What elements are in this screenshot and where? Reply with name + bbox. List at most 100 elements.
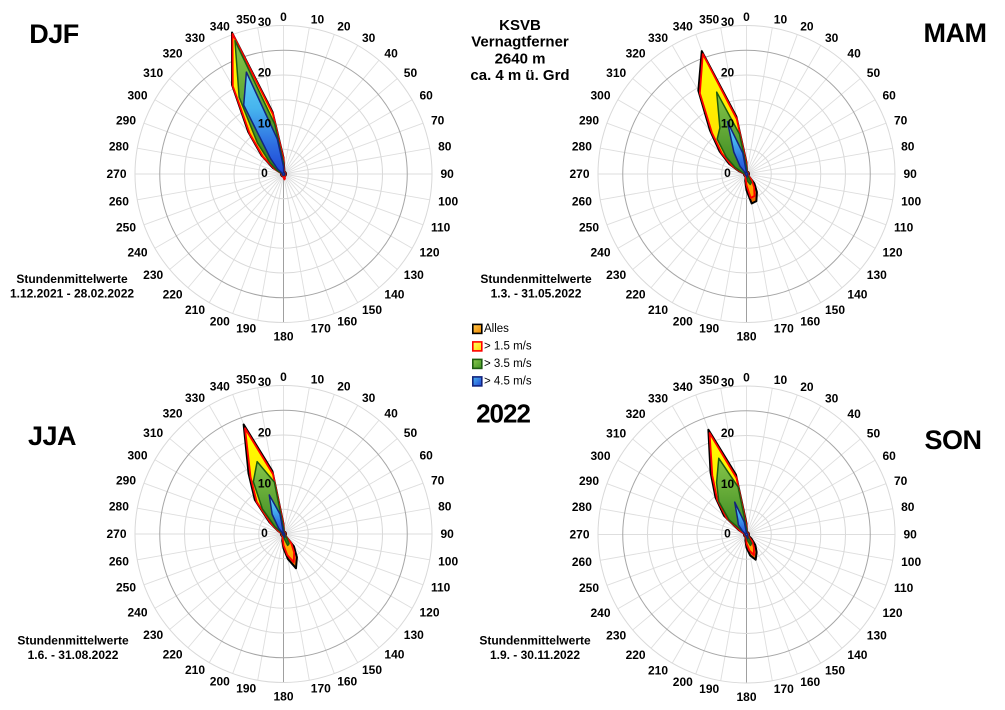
svg-text:20: 20 (258, 426, 272, 440)
svg-text:40: 40 (847, 407, 861, 421)
svg-text:100: 100 (901, 555, 921, 569)
svg-text:40: 40 (847, 47, 861, 61)
svg-text:10: 10 (774, 373, 788, 387)
svg-text:350: 350 (699, 12, 719, 26)
svg-text:140: 140 (847, 648, 867, 662)
svg-text:250: 250 (116, 221, 136, 235)
svg-text:90: 90 (904, 167, 918, 181)
svg-text:230: 230 (606, 268, 626, 282)
svg-text:50: 50 (867, 427, 881, 441)
svg-text:170: 170 (311, 322, 331, 336)
svg-text:120: 120 (883, 606, 903, 620)
svg-text:1.6. - 31.08.2022: 1.6. - 31.08.2022 (28, 648, 119, 662)
svg-text:240: 240 (127, 606, 147, 620)
svg-text:KSVB: KSVB (499, 17, 541, 34)
svg-text:70: 70 (431, 473, 445, 487)
svg-text:0: 0 (280, 370, 287, 384)
svg-text:10: 10 (258, 476, 272, 490)
svg-text:270: 270 (106, 527, 126, 541)
svg-text:210: 210 (185, 663, 205, 677)
svg-text:60: 60 (883, 449, 897, 463)
svg-text:1.3. - 31.05.2022: 1.3. - 31.05.2022 (491, 287, 582, 301)
svg-text:20: 20 (721, 426, 735, 440)
svg-text:> 3.5 m/s: > 3.5 m/s (484, 358, 532, 370)
svg-text:280: 280 (572, 140, 592, 154)
svg-text:ca. 4 m ü. Grd: ca. 4 m ü. Grd (470, 67, 569, 84)
svg-text:30: 30 (258, 15, 272, 29)
svg-text:Stundenmittelwerte: Stundenmittelwerte (480, 272, 592, 286)
svg-text:130: 130 (867, 628, 887, 642)
svg-text:150: 150 (825, 664, 845, 678)
svg-text:100: 100 (901, 194, 921, 208)
svg-text:180: 180 (273, 690, 293, 704)
svg-text:340: 340 (673, 20, 693, 34)
svg-text:310: 310 (143, 426, 163, 440)
svg-text:70: 70 (894, 474, 908, 488)
svg-text:70: 70 (894, 113, 908, 127)
svg-text:0: 0 (280, 10, 287, 24)
svg-text:180: 180 (736, 330, 756, 344)
svg-text:120: 120 (420, 246, 440, 260)
svg-text:150: 150 (362, 663, 382, 677)
svg-text:80: 80 (901, 500, 915, 514)
svg-text:20: 20 (337, 20, 351, 34)
svg-text:220: 220 (626, 648, 646, 662)
svg-text:MAM: MAM (924, 18, 987, 48)
svg-text:0: 0 (261, 526, 268, 540)
svg-text:130: 130 (404, 268, 424, 282)
svg-text:300: 300 (590, 449, 610, 463)
svg-text:0: 0 (724, 526, 731, 540)
svg-text:200: 200 (210, 675, 230, 689)
svg-text:170: 170 (774, 682, 794, 696)
svg-text:10: 10 (258, 116, 272, 130)
svg-text:290: 290 (579, 474, 599, 488)
svg-text:DJF: DJF (29, 19, 79, 49)
svg-text:220: 220 (163, 647, 183, 661)
svg-text:170: 170 (311, 682, 331, 696)
svg-text:320: 320 (626, 47, 646, 61)
svg-text:140: 140 (847, 287, 867, 301)
svg-text:90: 90 (441, 167, 455, 181)
svg-text:20: 20 (800, 20, 814, 34)
svg-text:20: 20 (258, 66, 272, 80)
svg-text:60: 60 (420, 89, 434, 103)
svg-text:110: 110 (894, 581, 914, 595)
svg-text:260: 260 (572, 194, 592, 208)
svg-text:30: 30 (825, 31, 839, 45)
svg-text:JJA: JJA (28, 421, 76, 451)
svg-text:240: 240 (127, 246, 147, 260)
svg-text:340: 340 (210, 380, 230, 394)
svg-text:320: 320 (626, 407, 646, 421)
svg-text:160: 160 (800, 315, 820, 329)
svg-text:290: 290 (116, 473, 136, 487)
svg-text:340: 340 (673, 380, 693, 394)
svg-text:220: 220 (626, 287, 646, 301)
svg-text:2022: 2022 (476, 399, 530, 429)
svg-text:10: 10 (774, 12, 788, 26)
svg-text:250: 250 (579, 221, 599, 235)
svg-text:350: 350 (699, 373, 719, 387)
svg-text:100: 100 (438, 554, 458, 568)
svg-text:260: 260 (109, 194, 129, 208)
svg-text:300: 300 (127, 89, 147, 103)
svg-text:20: 20 (721, 66, 735, 80)
svg-text:330: 330 (185, 31, 205, 45)
svg-text:190: 190 (699, 322, 719, 336)
svg-text:2640 m: 2640 m (495, 50, 546, 67)
svg-text:70: 70 (431, 113, 445, 127)
svg-text:350: 350 (236, 372, 256, 386)
svg-text:180: 180 (273, 330, 293, 344)
svg-text:50: 50 (404, 426, 418, 440)
svg-text:110: 110 (431, 581, 451, 595)
svg-text:130: 130 (867, 268, 887, 282)
svg-text:290: 290 (116, 113, 136, 127)
svg-text:160: 160 (337, 675, 357, 689)
svg-text:240: 240 (590, 606, 610, 620)
svg-text:Stundenmittelwerte: Stundenmittelwerte (479, 633, 591, 647)
svg-text:150: 150 (362, 303, 382, 317)
svg-text:210: 210 (185, 303, 205, 317)
svg-text:SON: SON (924, 425, 981, 455)
svg-text:0: 0 (261, 166, 268, 180)
svg-text:0: 0 (743, 371, 750, 385)
svg-text:220: 220 (163, 287, 183, 301)
